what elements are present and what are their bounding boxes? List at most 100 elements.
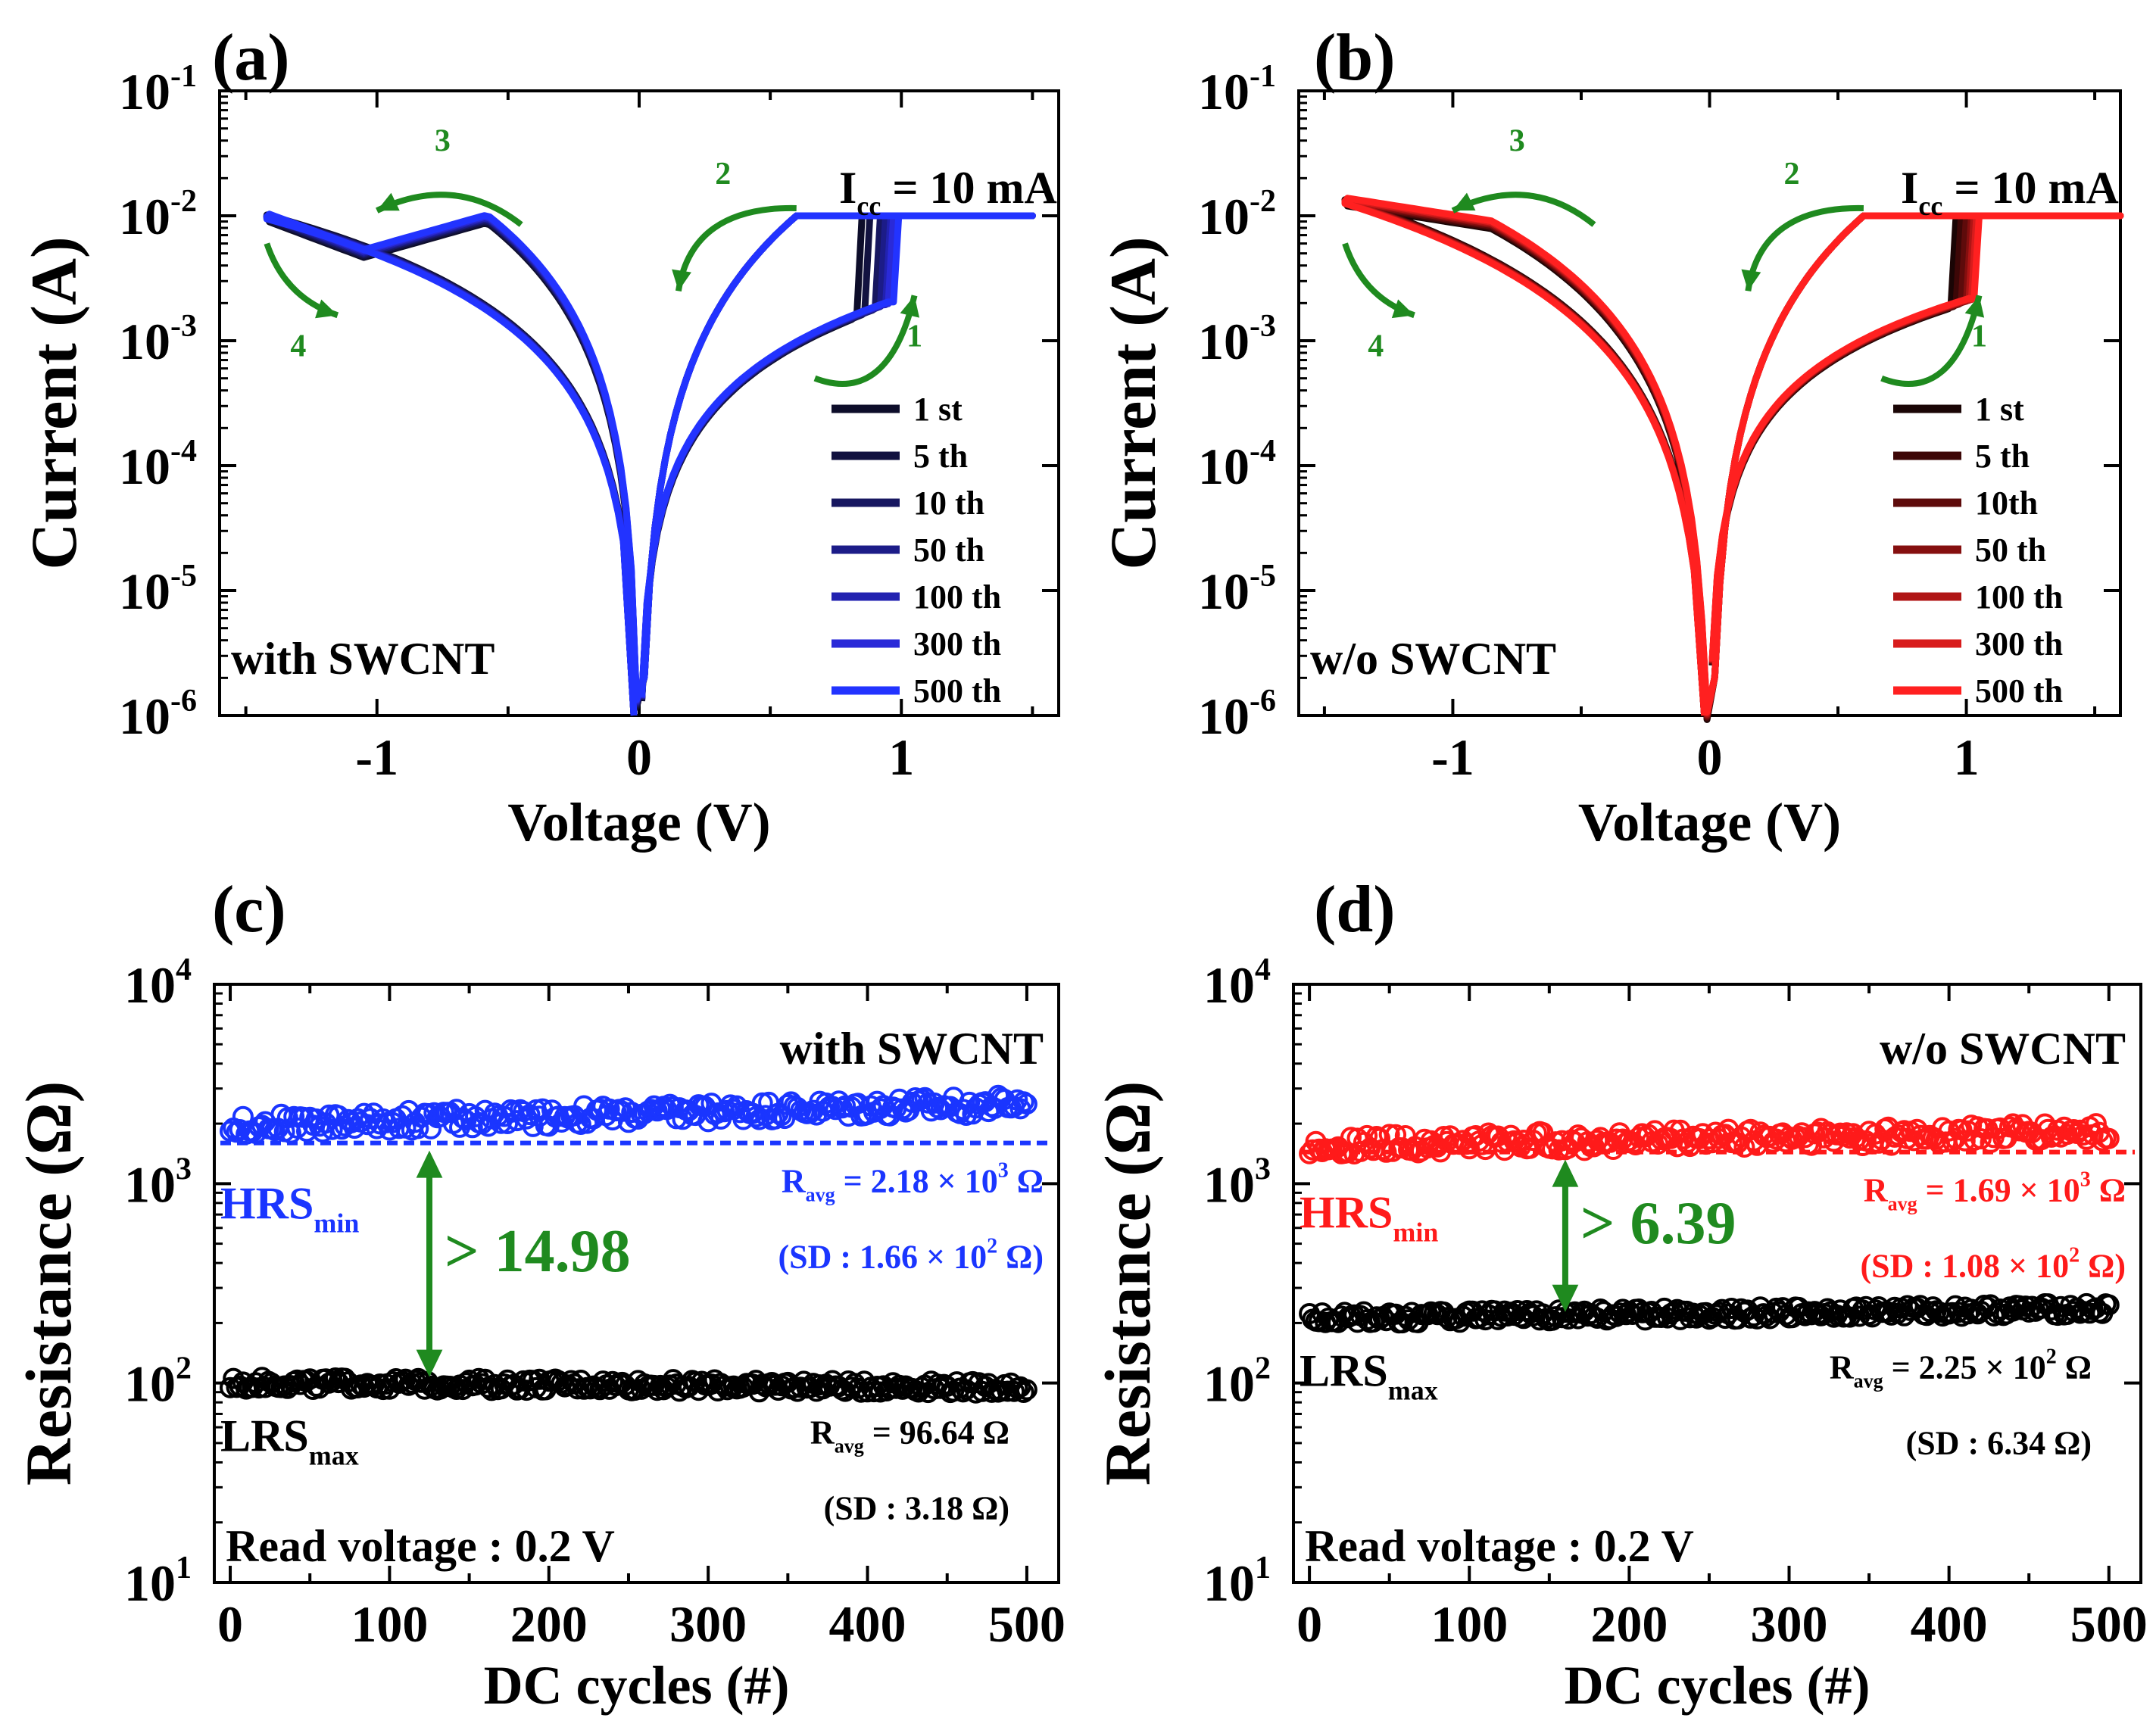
x-tick-label: 500 xyxy=(2070,1595,2148,1653)
sweep-arrows xyxy=(264,192,920,387)
text-segment: 10 xyxy=(1198,438,1250,495)
plot-frame xyxy=(1292,983,2142,1584)
lrs-series xyxy=(220,1367,1037,1404)
text-segment: min xyxy=(1393,1217,1438,1248)
x-tick-label: 400 xyxy=(1911,1595,1988,1653)
text-segment: -3 xyxy=(170,309,197,344)
sweep-number-3: 3 xyxy=(435,123,451,158)
ratio-label: > 14.98 xyxy=(445,1218,631,1285)
text-segment: = 2.25 × 10 xyxy=(1883,1349,2046,1386)
iv-series-500th xyxy=(263,210,1036,716)
hrs-ravg-label: Ravg = 2.18 × 103 Ω xyxy=(782,1159,1044,1206)
x-tick-label: -1 xyxy=(1431,728,1474,786)
lrs-point xyxy=(1797,1301,1819,1323)
y-tick-label: 104 xyxy=(124,952,192,1014)
read-voltage-label: Read voltage : 0.2 V xyxy=(1305,1521,1694,1571)
legend-label: 300 th xyxy=(913,625,1001,662)
text-segment: -2 xyxy=(170,184,197,219)
x-tick-label: 1 xyxy=(1954,728,1980,786)
x-tick-label: 0 xyxy=(217,1595,243,1653)
text-segment: avg xyxy=(806,1184,835,1206)
lrs-point xyxy=(907,1381,929,1403)
lrs-point xyxy=(1012,1382,1034,1403)
text-segment: 4 xyxy=(176,952,192,987)
sweep-arrow-4-head xyxy=(1391,299,1415,319)
legend-label: 500 th xyxy=(1975,672,2063,709)
hrs-point xyxy=(286,1117,308,1139)
legend-label: 50 th xyxy=(913,532,984,569)
text-segment: = 2.18 × 10 xyxy=(835,1163,998,1200)
sweep-number-2: 2 xyxy=(715,157,731,192)
hrs-point xyxy=(497,1113,519,1134)
legend-label: 100 th xyxy=(913,578,1001,616)
sweep-number-4: 4 xyxy=(1368,329,1384,364)
x-tick-label: 200 xyxy=(510,1595,588,1653)
text-segment: 3 xyxy=(176,1152,192,1186)
legend xyxy=(832,404,900,695)
text-segment: 10 xyxy=(1198,563,1250,620)
legend-label: 10 th xyxy=(913,485,984,522)
lrs-point xyxy=(1605,1305,1627,1327)
sweep-arrows xyxy=(1342,192,1985,387)
sweep-number-3: 3 xyxy=(1509,123,1525,158)
text-segment: R xyxy=(1830,1349,1855,1386)
sweep-arrow-4 xyxy=(264,242,339,319)
y-tick-label: 10-6 xyxy=(1198,684,1276,745)
sweep-arrow-2-head xyxy=(672,269,691,291)
text-segment: = 10 mA xyxy=(881,163,1057,213)
sweep-arrow-4 xyxy=(1342,242,1415,319)
text-segment: max xyxy=(309,1441,359,1471)
ratio-arrow-head-down xyxy=(1552,1284,1579,1312)
text-segment: -6 xyxy=(1250,684,1276,719)
compliance-label: Icc = 10 mA xyxy=(839,163,1057,221)
y-tick-label: 10-5 xyxy=(119,559,197,620)
hrs-point xyxy=(2098,1127,2120,1149)
text-segment: 10 xyxy=(124,1355,176,1413)
hrs-point xyxy=(1778,1126,1800,1148)
text-segment: LRS xyxy=(1300,1346,1388,1396)
text-segment: 10 xyxy=(1198,63,1250,120)
iv-curves xyxy=(1341,195,2124,723)
plot-frame xyxy=(213,983,1060,1584)
x-tick-label: -1 xyxy=(355,728,398,786)
text-segment: = 10 mA xyxy=(1942,163,2119,213)
text-segment: (SD : 6.34 Ω) xyxy=(1906,1425,2092,1462)
text-segment: 10 xyxy=(119,563,170,620)
text-segment: 1 xyxy=(1255,1551,1271,1585)
legend-label: 100 th xyxy=(1975,578,2063,616)
text-segment: Ω xyxy=(2091,1172,2126,1209)
y-tick-label: 10-1 xyxy=(1198,59,1276,120)
panel-axes-2 xyxy=(213,983,1060,1584)
lrs-point xyxy=(273,1375,295,1397)
text-segment: HRS xyxy=(220,1179,314,1229)
text-segment: Ω) xyxy=(997,1239,1044,1276)
text-segment: I xyxy=(1901,163,1918,213)
text-segment: avg xyxy=(835,1436,864,1457)
lrs-point xyxy=(324,1367,346,1389)
compliance-label: Icc = 10 mA xyxy=(1901,163,2119,221)
sweep-arrow-3-head xyxy=(376,192,400,211)
x-tick-label: 1 xyxy=(888,728,914,786)
x-axis-label: Voltage (V) xyxy=(1578,792,1841,853)
sweep-arrow-1 xyxy=(813,295,918,387)
text-segment: 3 xyxy=(1255,1152,1271,1186)
x-tick-label: 300 xyxy=(669,1595,747,1653)
legend-label: 50 th xyxy=(1975,532,2046,569)
legend-label: 10th xyxy=(1975,485,2038,522)
text-segment: max xyxy=(1388,1376,1438,1406)
hrs-point xyxy=(959,1091,981,1113)
text-segment: = 1.69 × 10 xyxy=(1917,1172,2080,1209)
text-segment: -4 xyxy=(1250,434,1276,469)
hrs-sd-label: (SD : 1.66 × 102 Ω) xyxy=(778,1235,1044,1276)
text-segment: LRS xyxy=(220,1411,309,1461)
lrs-point xyxy=(1983,1305,2005,1327)
text-segment: 3 xyxy=(998,1159,1009,1183)
y-tick-label: 104 xyxy=(1203,952,1271,1014)
y-tick-label: 102 xyxy=(124,1351,192,1413)
text-segment: 2 xyxy=(176,1351,192,1386)
y-tick-label: 103 xyxy=(1203,1152,1271,1213)
y-tick-label: 102 xyxy=(1203,1351,1271,1413)
text-segment: = 96.64 Ω xyxy=(864,1414,1009,1451)
text-segment: 10 xyxy=(1203,956,1255,1014)
text-segment: 10 xyxy=(119,188,170,245)
